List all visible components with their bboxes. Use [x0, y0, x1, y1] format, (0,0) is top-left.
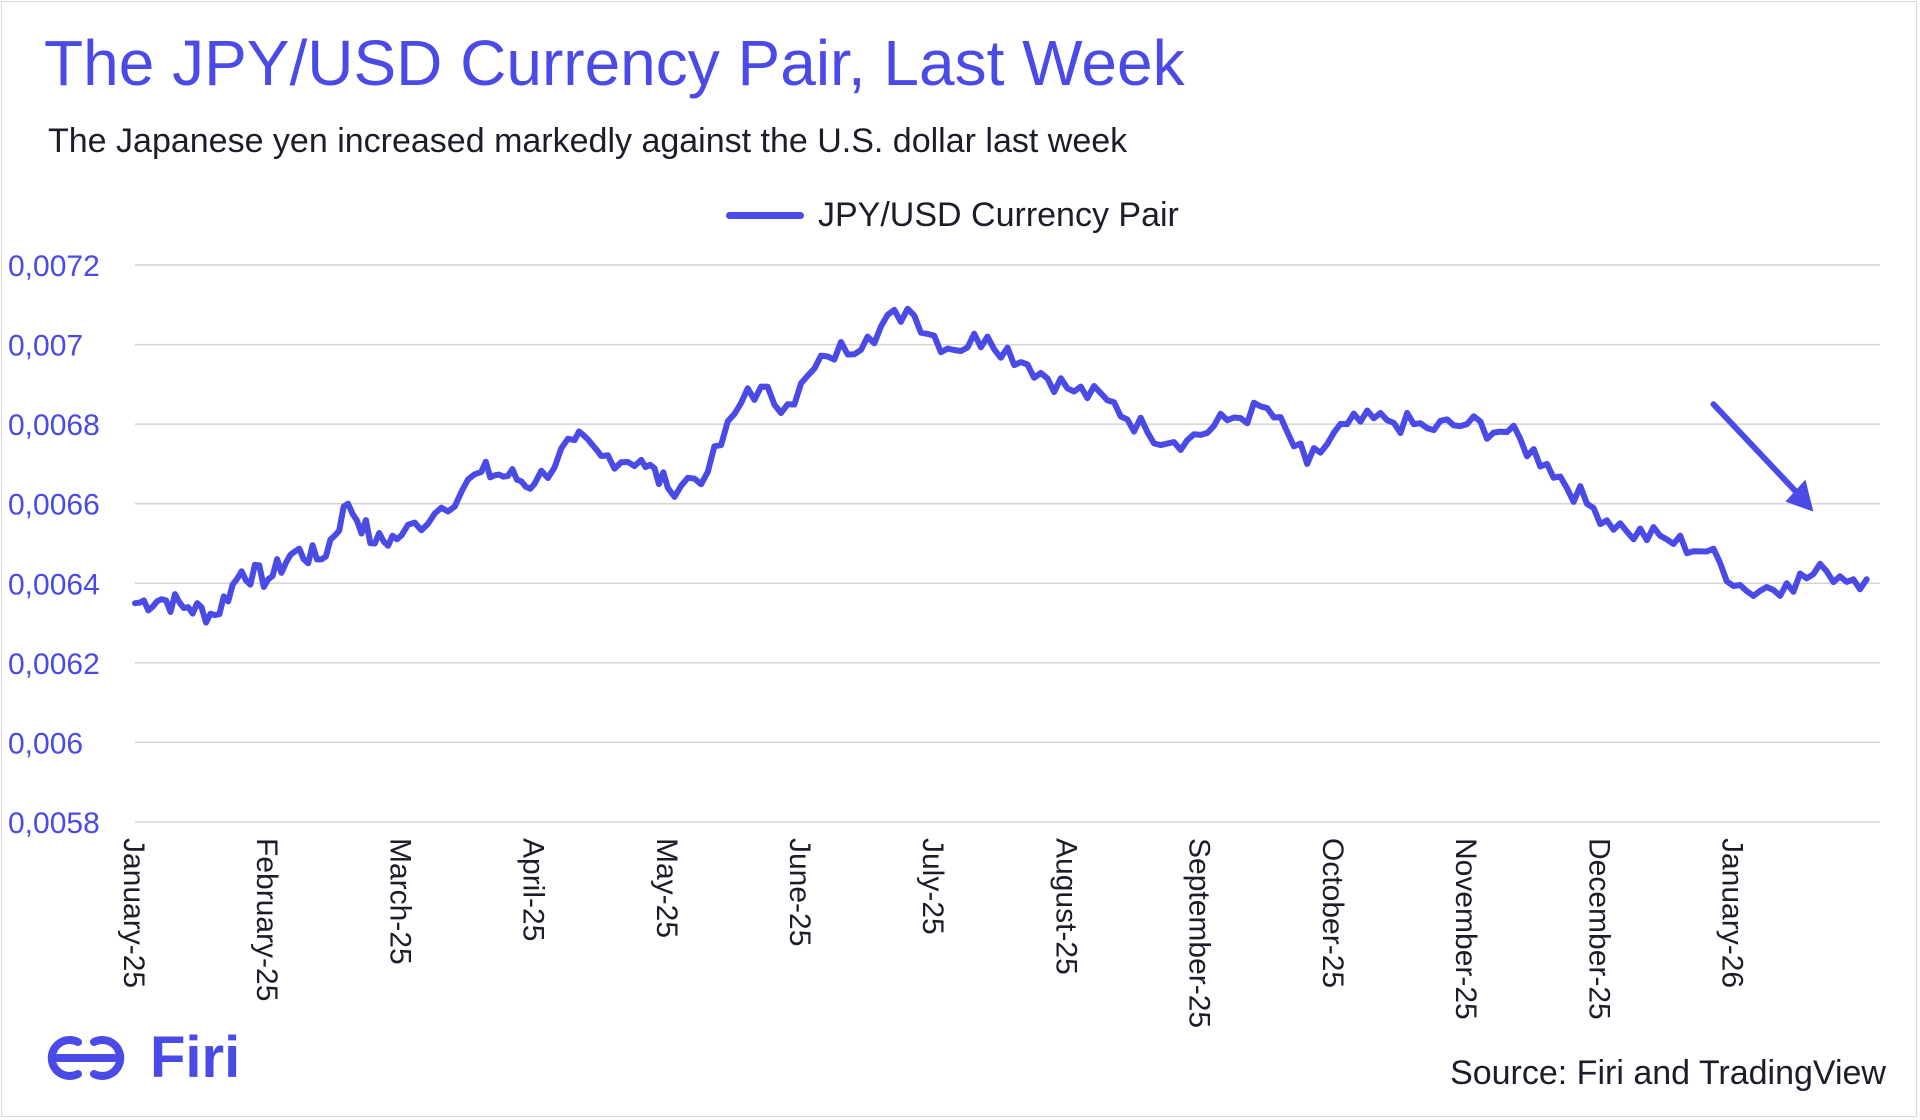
- x-tick-label: January-25: [117, 838, 150, 988]
- x-tick-label: February-25: [250, 838, 283, 1001]
- x-tick-label: November-25: [1449, 838, 1482, 1020]
- chart-subtitle: The Japanese yen increased markedly agai…: [48, 122, 1128, 160]
- x-tick-label: January-26: [1715, 838, 1748, 988]
- y-tick-label: 0,0064: [8, 568, 100, 601]
- y-tick-label: 0,0068: [8, 409, 100, 442]
- x-tick-label: May-25: [650, 838, 683, 938]
- annotation-arrow: [1710, 401, 1809, 505]
- source-note: Source: Firi and TradingView: [1450, 1054, 1886, 1092]
- series-line-jpy-usd: [132, 305, 1870, 626]
- x-tick-label: April-25: [517, 838, 550, 941]
- y-tick-label: 0,0058: [8, 807, 100, 840]
- x-tick-label: September-25: [1183, 838, 1216, 1028]
- firi-logo-icon: [47, 1035, 125, 1080]
- x-tick-label: July-25: [916, 838, 949, 935]
- logo-text: Firi: [150, 1025, 241, 1090]
- chart-title: The JPY/USD Currency Pair, Last Week: [44, 27, 1185, 99]
- x-tick-label: June-25: [783, 838, 816, 946]
- annotation-arrow-head: [1785, 479, 1814, 512]
- x-tick-label: August-25: [1049, 838, 1082, 975]
- y-tick-label: 0,007: [8, 330, 83, 363]
- chart-legend: JPY/USD Currency Pair: [726, 196, 1179, 235]
- legend-label: JPY/USD Currency Pair: [818, 196, 1179, 234]
- x-tick-label: October-25: [1316, 838, 1349, 988]
- y-tick-label: 0,006: [8, 727, 83, 760]
- legend-swatch: [726, 212, 804, 219]
- brand-logo: Firi: [36, 1024, 240, 1091]
- x-tick-label: March-25: [383, 838, 416, 965]
- y-tick-label: 0,0062: [8, 648, 100, 681]
- y-tick-label: 0,0066: [8, 489, 100, 522]
- x-tick-label: December-25: [1582, 838, 1615, 1020]
- y-tick-label: 0,0072: [8, 250, 100, 283]
